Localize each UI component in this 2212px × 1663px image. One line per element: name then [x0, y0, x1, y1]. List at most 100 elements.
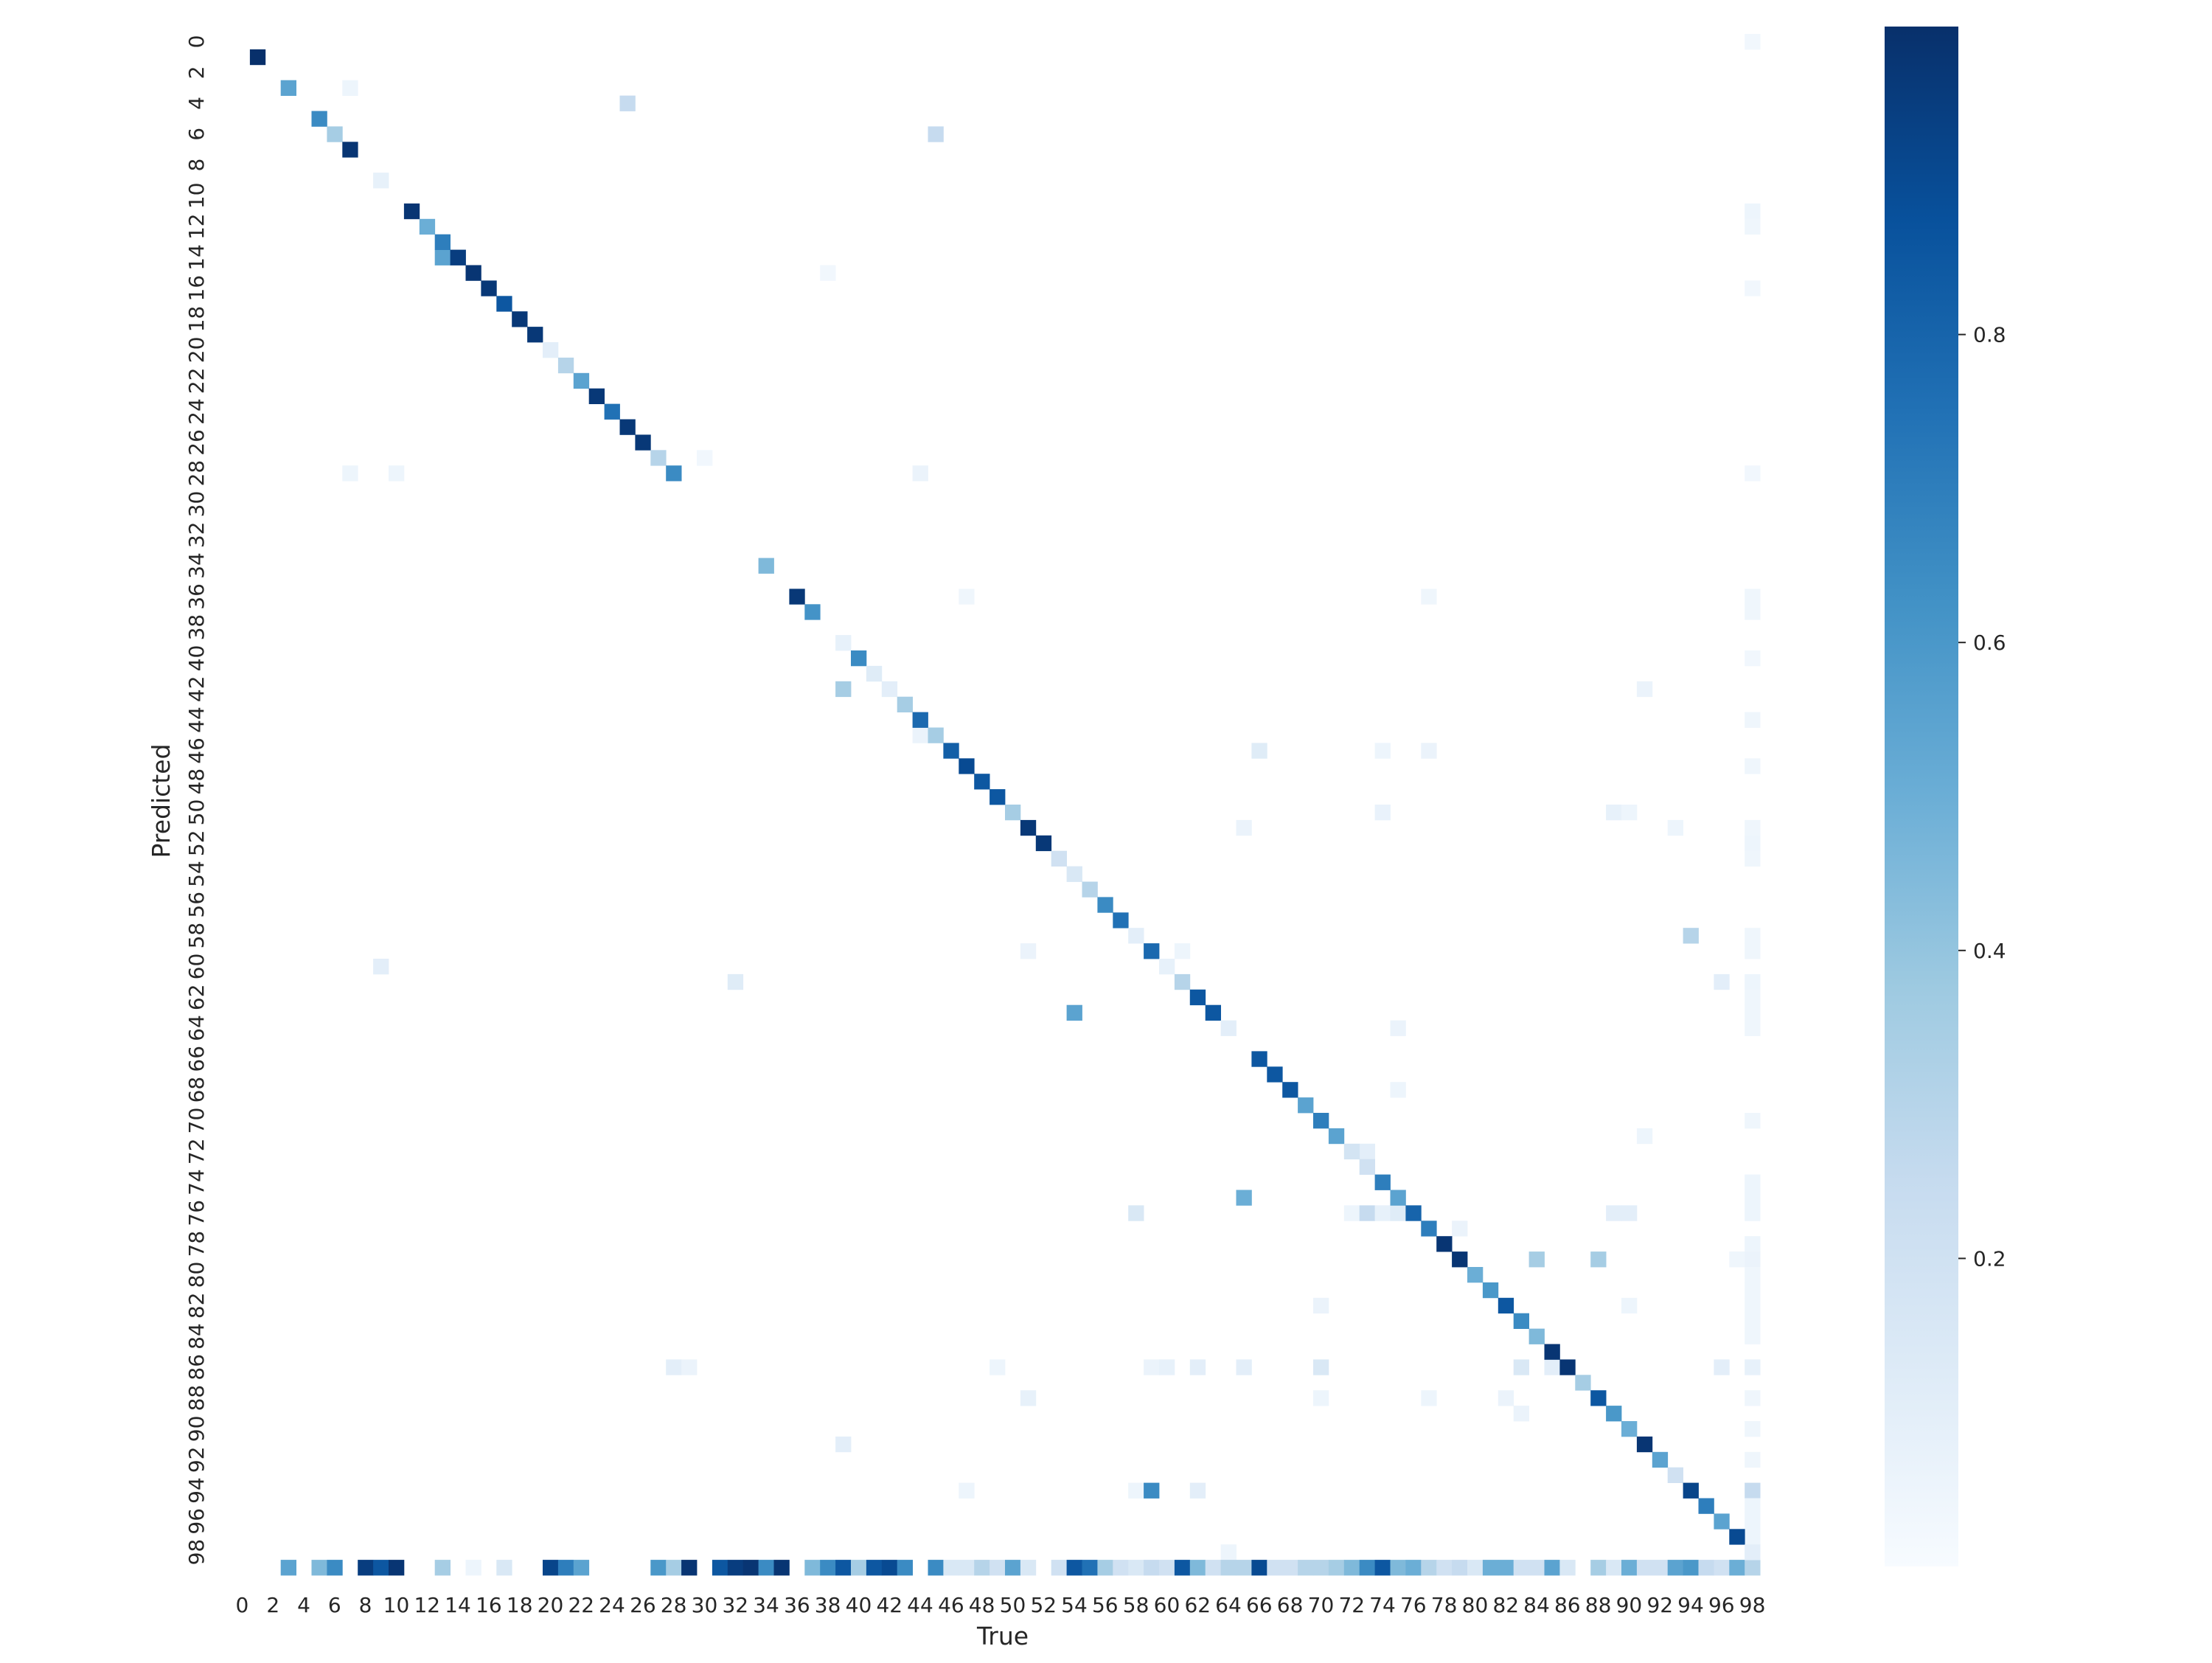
heatmap-cell — [1189, 989, 1206, 1006]
x-tick-label: 2 — [266, 1593, 279, 1617]
heatmap-cell — [1745, 1174, 1761, 1190]
heatmap-cell — [912, 712, 928, 728]
heatmap-cell — [1621, 1421, 1638, 1437]
heatmap-cell — [851, 650, 867, 667]
heatmap-cell — [804, 1560, 821, 1576]
heatmap-cell — [1267, 1066, 1283, 1083]
heatmap-cell — [1374, 1560, 1391, 1576]
heatmap-cell — [465, 1560, 481, 1576]
heatmap-cell — [835, 1560, 852, 1576]
y-tick-label: 68 — [184, 1077, 209, 1103]
heatmap-cell — [1745, 1251, 1761, 1268]
heatmap-cell — [1452, 1221, 1468, 1237]
heatmap-cell — [311, 1560, 327, 1576]
heatmap-cell — [1590, 1251, 1607, 1268]
heatmap-cell — [835, 681, 852, 698]
x-tick-label: 48 — [969, 1593, 995, 1617]
heatmap-cell — [1313, 1297, 1329, 1314]
x-tick-label: 52 — [1030, 1593, 1057, 1617]
y-tick-label: 66 — [184, 1046, 209, 1072]
y-tick-label: 60 — [184, 954, 209, 980]
x-tick-label: 74 — [1369, 1593, 1396, 1617]
heatmap-cell — [604, 403, 620, 420]
heatmap-cell — [1267, 1560, 1283, 1576]
heatmap-cell — [557, 357, 574, 374]
heatmap-cell — [1652, 1560, 1669, 1576]
heatmap-cell — [697, 450, 713, 466]
heatmap-cell — [1374, 805, 1391, 821]
heatmap-cell — [1636, 1560, 1653, 1576]
heatmap-cell — [990, 1560, 1006, 1576]
heatmap-cell — [681, 1560, 698, 1576]
heatmap-cell — [342, 80, 358, 96]
heatmap-cell — [1636, 1436, 1653, 1453]
heatmap-cell — [1359, 1159, 1375, 1175]
x-tick-label: 14 — [445, 1593, 471, 1617]
heatmap-cell — [1282, 1560, 1298, 1576]
x-tick-label: 20 — [538, 1593, 564, 1617]
heatmap-cell — [1745, 1328, 1761, 1344]
heatmap-cell — [820, 1560, 836, 1576]
y-tick-label: 62 — [184, 984, 209, 1010]
x-tick-label: 82 — [1492, 1593, 1519, 1617]
heatmap-cell — [1159, 959, 1175, 975]
heatmap-cell — [1144, 943, 1160, 959]
heatmap-cell — [588, 388, 605, 404]
x-tick-label: 92 — [1646, 1593, 1673, 1617]
heatmap-cell — [1606, 805, 1622, 821]
y-tick-label: 64 — [184, 1015, 209, 1041]
heatmap-cell — [1745, 1421, 1761, 1437]
heatmap-cell — [1405, 1205, 1422, 1221]
y-axis-label: Predicted — [147, 744, 175, 858]
heatmap-cell — [1606, 1406, 1622, 1422]
heatmap-cell — [419, 218, 436, 235]
heatmap-cell — [373, 959, 389, 975]
heatmap-cell — [450, 249, 466, 265]
heatmap-cell — [1745, 819, 1761, 836]
y-tick-label: 76 — [184, 1200, 209, 1226]
x-tick-label: 64 — [1215, 1593, 1242, 1617]
y-tick-label: 96 — [184, 1508, 209, 1535]
heatmap-cell — [1159, 1560, 1175, 1576]
heatmap-cell — [1714, 1560, 1730, 1576]
heatmap-cell — [573, 1560, 590, 1576]
y-tick-label: 72 — [184, 1138, 209, 1164]
colorbar-tick-label: 0.6 — [1973, 631, 2006, 655]
heatmap-cell — [851, 1560, 867, 1576]
heatmap-cell — [1020, 943, 1037, 959]
heatmap-cell — [1498, 1560, 1514, 1576]
heatmap-cell — [1745, 1297, 1761, 1314]
x-tick-label: 34 — [753, 1593, 779, 1617]
heatmap-cell — [959, 1482, 975, 1499]
heatmap-cell — [1745, 1113, 1761, 1129]
heatmap-cell — [280, 80, 296, 96]
heatmap-cell — [666, 1359, 682, 1375]
colorbar-tick-label: 0.4 — [1973, 939, 2006, 963]
heatmap-cell — [1745, 1451, 1761, 1468]
heatmap-cell — [1683, 1482, 1699, 1499]
heatmap-cell — [1636, 1128, 1653, 1145]
heatmap-cell — [1683, 1560, 1699, 1576]
heatmap-cell — [434, 1560, 451, 1576]
heatmap-cell — [1189, 1482, 1206, 1499]
heatmap-cell — [1482, 1282, 1499, 1299]
heatmap-cell — [1667, 819, 1683, 836]
heatmap-cell — [959, 1560, 975, 1576]
heatmap-cell — [959, 758, 975, 774]
heatmap-cell — [1313, 1390, 1329, 1406]
heatmap-cell — [897, 696, 913, 712]
heatmap-cell — [1745, 1313, 1761, 1329]
heatmap-cell — [527, 327, 543, 343]
y-tick-label: 32 — [184, 521, 209, 548]
heatmap-cell — [1575, 1375, 1591, 1391]
y-tick-label: 54 — [184, 861, 209, 887]
y-tick-label: 40 — [184, 645, 209, 672]
heatmap-cell — [1714, 1513, 1730, 1530]
y-tick-label: 22 — [184, 367, 209, 394]
x-tick-label: 36 — [784, 1593, 810, 1617]
heatmap-cell — [1113, 912, 1129, 928]
heatmap-cell — [1745, 34, 1761, 50]
y-tick-label: 74 — [184, 1169, 209, 1195]
heatmap-cell — [1421, 743, 1437, 759]
